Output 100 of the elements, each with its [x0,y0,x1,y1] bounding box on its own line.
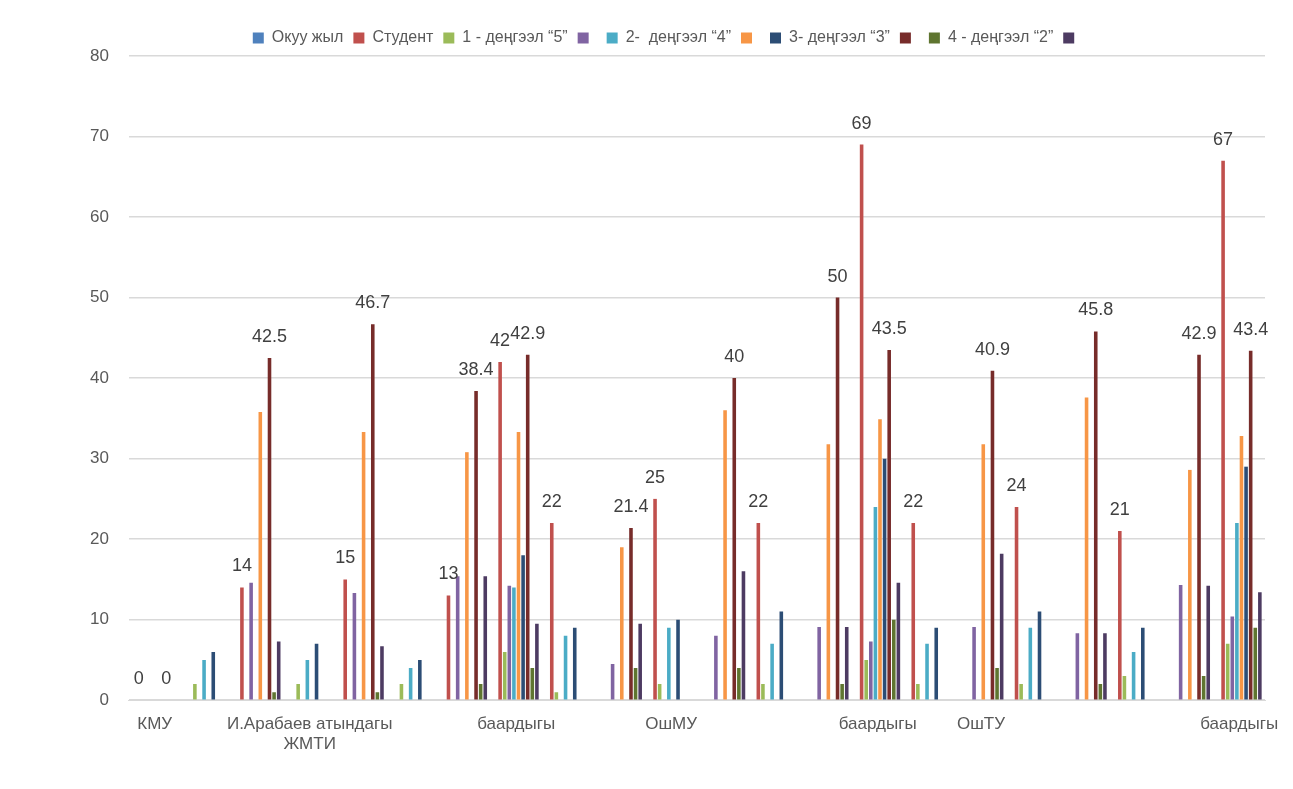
y-tick-label: 50 [89,287,109,307]
bar [676,619,680,700]
data-label: 24 [1006,474,1027,495]
bar [844,626,849,700]
bar [925,643,929,700]
data-label: 42.9 [1181,322,1217,343]
bar [732,378,737,700]
legend-label: Окуу жыл [271,28,344,46]
data-label: 40 [724,346,745,367]
bar [737,667,741,700]
data-label: 38.4 [458,358,494,379]
bar [512,587,516,700]
data-label: 0 [133,668,144,689]
legend-label: Студент [372,28,434,46]
data-label: 42.5 [251,325,288,346]
data-label: 15 [335,547,356,568]
y-tick-label: 40 [89,367,109,387]
data-label: 0 [161,668,172,689]
bar [483,576,488,700]
bar [521,555,525,700]
bar [1221,160,1225,700]
data-label: 21.4 [613,495,649,516]
bar [249,582,253,700]
data-label: 67 [1213,128,1234,149]
data-label: 21 [1109,499,1130,520]
data-label: 13 [438,563,459,584]
bar [211,651,216,700]
bar [878,419,882,700]
bar [723,410,727,700]
bar [1258,592,1262,700]
bar [916,684,920,700]
bar [770,643,774,700]
x-tick-label: баардыгы [1200,714,1279,734]
bar [535,623,539,700]
bar [1206,585,1211,700]
y-tick-label: 20 [89,528,109,548]
y-tick-label: 80 [89,45,109,65]
bar [995,667,999,700]
bar [972,626,976,700]
bar [1197,354,1201,700]
bar [864,659,868,700]
bar [891,619,896,700]
legend-label: 4 - деңгээл “2” [947,28,1054,46]
data-label: 43.4 [1233,318,1269,339]
y-tick-label: 70 [89,126,109,146]
bar [343,579,347,700]
bar [653,498,657,700]
data-label: 40.9 [974,338,1010,359]
data-label: 42.9 [510,322,546,343]
bar [465,452,469,700]
bar [296,684,300,700]
data-label: 50 [827,265,848,286]
bar [474,390,478,700]
y-tick-label: 10 [89,609,109,629]
bar [272,692,276,700]
bar [202,659,206,700]
bar [1141,627,1145,700]
x-tick-label: ОшТУ [956,714,1006,734]
bar [1235,523,1239,700]
x-tick-label: баардыгы [477,714,556,734]
data-label: 22 [541,491,562,512]
y-tick-label: 0 [99,689,109,709]
bar [572,627,577,700]
bar [418,659,422,700]
y-tick-label: 60 [89,206,109,226]
bar [1093,331,1098,700]
bar [502,651,507,700]
bar [629,527,633,700]
bar [817,626,821,700]
data-label: 45.8 [1078,299,1114,320]
bar [667,627,671,700]
bar [840,684,844,700]
bar [887,349,891,700]
bar [1230,616,1235,700]
bar [981,444,986,700]
bar [869,641,873,700]
data-label: 22 [903,491,924,512]
bar [638,623,642,700]
bar [498,362,502,700]
bar [1118,531,1122,700]
bar [714,635,718,700]
legend-label: 1 - деңгээл “5” [462,28,568,46]
bar [761,684,765,700]
data-label: 69 [851,112,872,133]
bar [620,547,624,700]
data-label: 22 [748,491,769,512]
bar [380,646,384,700]
bar [549,523,554,700]
bar [370,324,375,700]
x-tick-label: баардыгы [838,714,917,734]
x-tick-label: КМУ [137,714,173,734]
data-label: 43.5 [871,317,907,338]
legend-label: 2- деңгээл “4” [625,28,731,46]
data-label: 14 [231,555,252,576]
bar [1103,633,1107,700]
bar [1244,466,1248,700]
bar [1019,684,1023,700]
legend-label: 3- деңгээл “3” [788,28,890,46]
bar [934,627,939,700]
bar [1253,627,1258,700]
